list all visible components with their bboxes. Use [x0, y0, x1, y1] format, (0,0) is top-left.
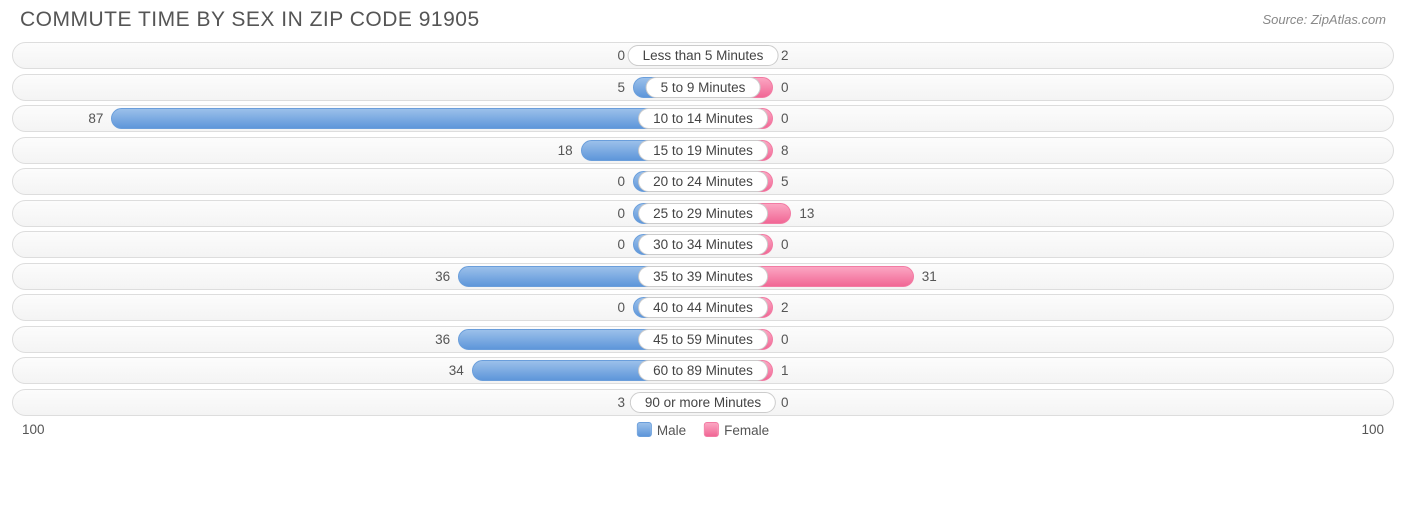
chart-row: 0 13 25 to 29 Minutes	[12, 200, 1394, 227]
female-value-label: 0	[781, 75, 789, 100]
female-value-label: 0	[781, 232, 789, 257]
chart-row: 87 0 10 to 14 Minutes	[12, 105, 1394, 132]
male-value-label: 36	[435, 327, 450, 352]
category-label: 40 to 44 Minutes	[638, 297, 768, 318]
category-label: 10 to 14 Minutes	[638, 108, 768, 129]
male-bar	[111, 108, 703, 129]
male-value-label: 0	[617, 43, 625, 68]
male-value-label: 87	[88, 106, 103, 131]
legend-female-label: Female	[724, 423, 769, 438]
category-label: 25 to 29 Minutes	[638, 203, 768, 224]
chart-row: 0 0 30 to 34 Minutes	[12, 231, 1394, 258]
female-value-label: 0	[781, 106, 789, 131]
chart-row: 3 090 or more Minutes	[12, 389, 1394, 416]
male-value-label: 0	[617, 169, 625, 194]
chart-container: COMMUTE TIME BY SEX IN ZIP CODE 91905 So…	[0, 0, 1406, 446]
chart-rows: 02Less than 5 Minutes505 to 9 Minutes870…	[12, 42, 1394, 416]
chart-row: 18 8 15 to 19 Minutes	[12, 137, 1394, 164]
female-value-label: 5	[781, 169, 789, 194]
female-value-label: 0	[781, 327, 789, 352]
female-value-label: 31	[922, 264, 937, 289]
header: COMMUTE TIME BY SEX IN ZIP CODE 91905 So…	[12, 8, 1394, 32]
male-value-label: 3	[617, 390, 625, 415]
female-value-label: 13	[799, 201, 814, 226]
chart-row: 5 0 5 to 9 Minutes	[12, 74, 1394, 101]
female-value-label: 2	[781, 295, 789, 320]
category-label: 35 to 39 Minutes	[638, 266, 768, 287]
chart-row: 36 31 35 to 39 Minutes	[12, 263, 1394, 290]
male-value-label: 0	[617, 295, 625, 320]
category-label: 45 to 59 Minutes	[638, 329, 768, 350]
chart-row: 0 2Less than 5 Minutes	[12, 42, 1394, 69]
chart-title: COMMUTE TIME BY SEX IN ZIP CODE 91905	[12, 8, 480, 32]
source-label: Source: ZipAtlas.com	[1262, 8, 1394, 27]
category-label: 15 to 19 Minutes	[638, 140, 768, 161]
female-value-label: 0	[781, 390, 789, 415]
chart-row: 0 2 40 to 44 Minutes	[12, 294, 1394, 321]
category-label: 5 to 9 Minutes	[646, 77, 761, 98]
male-value-label: 18	[558, 138, 573, 163]
female-value-label: 1	[781, 358, 789, 383]
male-value-label: 34	[449, 358, 464, 383]
female-value-label: 8	[781, 138, 789, 163]
male-value-label: 0	[617, 232, 625, 257]
male-swatch-icon	[637, 422, 652, 437]
legend-male-label: Male	[657, 423, 686, 438]
category-label: 20 to 24 Minutes	[638, 171, 768, 192]
male-value-label: 5	[617, 75, 625, 100]
female-value-label: 2	[781, 43, 789, 68]
male-value-label: 0	[617, 201, 625, 226]
axis-right-label: 100	[1361, 422, 1384, 437]
chart-row: 34 1 60 to 89 Minutes	[12, 357, 1394, 384]
female-swatch-icon	[704, 422, 719, 437]
male-value-label: 36	[435, 264, 450, 289]
category-label: 30 to 34 Minutes	[638, 234, 768, 255]
category-label: 60 to 89 Minutes	[638, 360, 768, 381]
legend: Male Female	[637, 422, 769, 438]
category-label: Less than 5 Minutes	[628, 45, 779, 66]
axis-left-label: 100	[22, 422, 45, 437]
chart-row: 36 0 45 to 59 Minutes	[12, 326, 1394, 353]
legend-female: Female	[704, 422, 769, 438]
legend-male: Male	[637, 422, 686, 438]
category-label: 90 or more Minutes	[630, 392, 776, 413]
chart-row: 0 5 20 to 24 Minutes	[12, 168, 1394, 195]
chart-footer: 100 Male Female 100	[12, 420, 1394, 442]
